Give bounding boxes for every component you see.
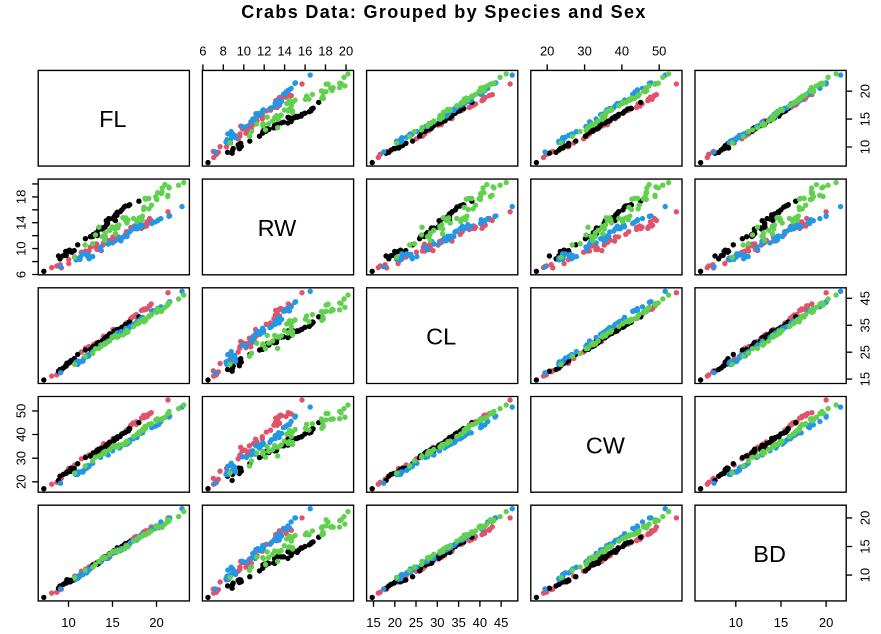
svg-text:20: 20 [819, 615, 833, 630]
svg-text:15: 15 [366, 615, 380, 630]
svg-text:10: 10 [14, 241, 29, 255]
svg-text:FL: FL [99, 106, 126, 132]
svg-text:18: 18 [318, 43, 332, 58]
svg-text:25: 25 [858, 345, 873, 359]
svg-text:40: 40 [615, 43, 629, 58]
svg-text:14: 14 [14, 215, 29, 229]
svg-text:RW: RW [258, 215, 298, 241]
svg-text:40: 40 [473, 615, 487, 630]
svg-text:20: 20 [149, 615, 163, 630]
svg-text:20: 20 [858, 84, 873, 98]
svg-text:30: 30 [14, 451, 29, 465]
svg-text:35: 35 [451, 615, 465, 630]
svg-text:Crabs Data: Grouped by Species: Crabs Data: Grouped by Species and Sex [241, 2, 646, 22]
svg-text:40: 40 [14, 427, 29, 441]
svg-text:50: 50 [652, 43, 666, 58]
svg-text:30: 30 [430, 615, 444, 630]
svg-text:45: 45 [494, 615, 508, 630]
svg-text:10: 10 [729, 615, 743, 630]
svg-text:45: 45 [858, 291, 873, 305]
svg-text:CL: CL [426, 324, 456, 350]
svg-text:16: 16 [298, 43, 312, 58]
svg-text:BD: BD [753, 541, 786, 567]
svg-text:20: 20 [339, 43, 353, 58]
svg-text:10: 10 [858, 140, 873, 154]
svg-text:20: 20 [540, 43, 554, 58]
svg-text:6: 6 [199, 43, 206, 58]
svg-text:20: 20 [14, 475, 29, 489]
svg-text:12: 12 [257, 43, 271, 58]
svg-text:50: 50 [14, 404, 29, 418]
svg-text:20: 20 [858, 511, 873, 525]
svg-text:15: 15 [858, 372, 873, 386]
svg-text:18: 18 [14, 190, 29, 204]
svg-text:20: 20 [388, 615, 402, 630]
svg-text:25: 25 [409, 615, 423, 630]
svg-text:30: 30 [577, 43, 591, 58]
svg-text:15: 15 [774, 615, 788, 630]
svg-text:15: 15 [858, 112, 873, 126]
svg-text:14: 14 [277, 43, 291, 58]
svg-text:35: 35 [858, 318, 873, 332]
svg-text:10: 10 [61, 615, 75, 630]
svg-text:15: 15 [858, 539, 873, 553]
svg-text:10: 10 [237, 43, 251, 58]
svg-text:10: 10 [858, 568, 873, 582]
svg-text:CW: CW [586, 432, 626, 458]
svg-text:15: 15 [105, 615, 119, 630]
svg-text:8: 8 [220, 43, 227, 58]
svg-text:6: 6 [14, 271, 29, 278]
